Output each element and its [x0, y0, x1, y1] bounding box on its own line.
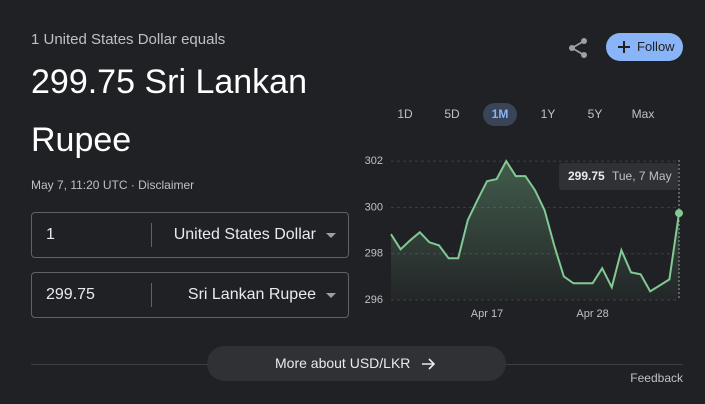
- y-tick-label: 296: [365, 294, 383, 306]
- amount[interactable]: 1: [46, 226, 55, 243]
- tooltip: [559, 163, 678, 190]
- area: [391, 161, 679, 300]
- dropdown-arrow[interactable]: [326, 233, 336, 238]
- point: [675, 209, 683, 218]
- y-tick-label: 298: [365, 248, 383, 260]
- tab[interactable]: 5D: [444, 107, 460, 121]
- label: 1 United States Dollar equals: [31, 31, 226, 48]
- y-tick-label: 302: [365, 155, 383, 167]
- tab[interactable]: Max: [632, 107, 655, 121]
- line: [390, 159, 680, 293]
- tab[interactable]: 1D: [397, 107, 413, 121]
- tab-highlight: [483, 103, 517, 126]
- tab[interactable]: 1Y: [541, 107, 556, 121]
- x-tick-label: Apr 17: [471, 308, 503, 320]
- more-button[interactable]: More about USD/LKR: [207, 346, 506, 381]
- meta: May 7, 11:20 UTC · Disclaimer: [31, 178, 195, 192]
- tab[interactable]: 5Y: [588, 107, 603, 121]
- currency[interactable]: Sri Lankan Rupee: [187, 286, 316, 303]
- y-tick-label: 300: [365, 201, 383, 213]
- tab[interactable]: 1M: [492, 107, 509, 121]
- amount[interactable]: 299.75: [46, 286, 95, 303]
- feedback-link[interactable]: Feedback: [630, 371, 683, 385]
- x-tick-label: Apr 28: [576, 308, 608, 320]
- more-label[interactable]: More about USD/LKR: [275, 355, 411, 371]
- plus-icon: [618, 41, 630, 53]
- dropdown-arrow[interactable]: [326, 293, 336, 298]
- tooltip-date: Tue, 7 May: [612, 169, 672, 183]
- input-row[interactable]: 1 United States Dollar: [31, 212, 349, 258]
- separator: [151, 283, 152, 307]
- follow-button[interactable]: Follow: [606, 33, 683, 61]
- currency[interactable]: United States Dollar: [173, 226, 316, 243]
- follow-label[interactable]: Follow: [637, 39, 675, 54]
- input-row[interactable]: 299.75 Sri Lankan Rupee: [31, 272, 349, 318]
- arrow-icon: [422, 358, 436, 370]
- result: 299.75 Sri Lankan Rupee: [31, 63, 307, 159]
- separator: [151, 223, 152, 247]
- share-icon[interactable]: [566, 36, 590, 60]
- tooltip-value: 299.75: [568, 169, 605, 183]
